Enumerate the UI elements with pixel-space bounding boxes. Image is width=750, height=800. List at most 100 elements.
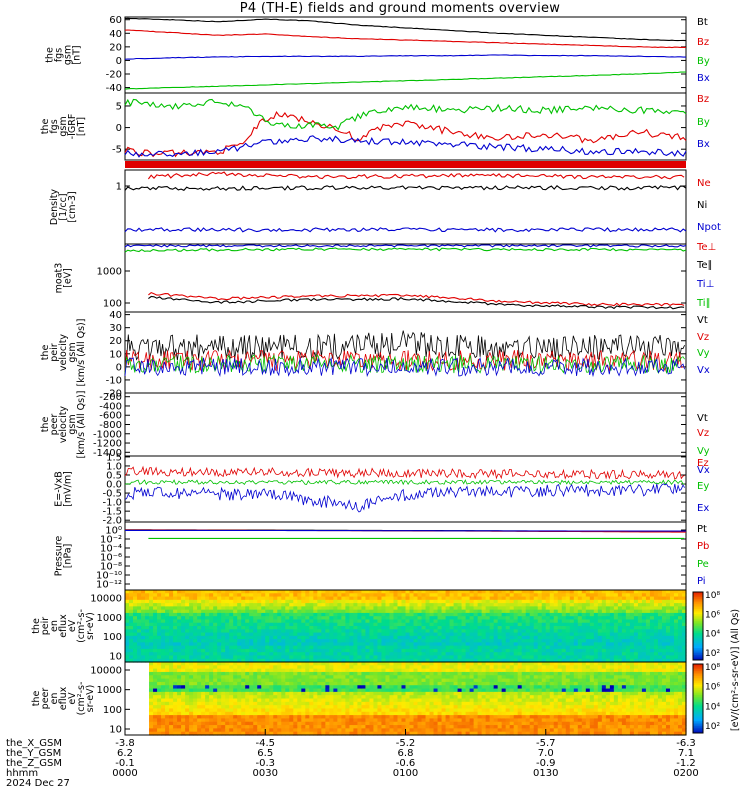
heatmap-cell xyxy=(213,590,218,594)
heatmap-cell xyxy=(261,619,266,624)
heatmap-cell xyxy=(293,652,298,657)
heatmap-cell xyxy=(161,590,166,594)
heatmap-cell xyxy=(169,616,174,621)
heatmap-cell xyxy=(265,619,270,624)
heatmap-cell xyxy=(301,626,306,630)
heatmap-cell xyxy=(141,599,146,604)
heatmap-cell xyxy=(189,648,194,653)
panel-pressure-ytick-10: 10⁻⁸ xyxy=(100,562,122,573)
heatmap-cell xyxy=(309,599,314,604)
heatmap-cell xyxy=(141,639,146,643)
heatmap-cell xyxy=(193,606,198,611)
panel-pressure-ylabel-1: [nPa] xyxy=(63,544,74,569)
heatmap-cell xyxy=(145,596,150,601)
heatmap-cell xyxy=(281,596,286,601)
heatmap-cell xyxy=(125,619,130,624)
heatmap-cell xyxy=(325,609,330,614)
heatmap-cell xyxy=(129,603,134,607)
heatmap-cell xyxy=(197,655,202,660)
heatmap-cell xyxy=(225,616,230,621)
heatmap-cell xyxy=(173,629,178,634)
heatmap-cell xyxy=(289,639,294,643)
heatmap-cell xyxy=(225,596,230,601)
heatmap-cell xyxy=(301,632,306,637)
heatmap-cell xyxy=(133,622,138,627)
heatmap-cell xyxy=(129,599,134,604)
heatmap-cell xyxy=(161,655,166,660)
heatmap-cell xyxy=(141,609,146,614)
heatmap-cell xyxy=(221,652,226,657)
heatmap-cell xyxy=(229,622,234,627)
heatmap-cell xyxy=(233,645,238,650)
heatmap-cell xyxy=(141,655,146,660)
heatmap-cell xyxy=(265,616,270,621)
heatmap-cell xyxy=(213,626,218,630)
heatmap-cell xyxy=(209,626,214,630)
heatmap-cell xyxy=(309,658,314,663)
heatmap-cell xyxy=(193,629,198,634)
heatmap-cell xyxy=(205,632,210,637)
heatmap-cell xyxy=(261,648,266,653)
heatmap-cell xyxy=(209,632,214,637)
heatmap-cell xyxy=(297,616,302,621)
heatmap-cell xyxy=(253,616,258,621)
heatmap-cell xyxy=(253,642,258,647)
heatmap-cell xyxy=(181,599,186,604)
heatmap-cell xyxy=(237,626,242,630)
heatmap-cell xyxy=(245,619,250,624)
heatmap-cell xyxy=(149,655,154,660)
heatmap-cell xyxy=(157,619,162,624)
heatmap-cell xyxy=(209,603,214,607)
heatmap-cell xyxy=(281,603,286,607)
heatmap-cell xyxy=(233,590,238,594)
heatmap-cell xyxy=(197,593,202,598)
panel-pressure-ytick-10: 10⁻⁶ xyxy=(100,553,122,564)
panel-peer-spectrogram-cells xyxy=(149,662,687,736)
heatmap-cell xyxy=(305,603,310,607)
panel-efield-legend-ex: Ex xyxy=(697,503,709,514)
heatmap-cell xyxy=(193,652,198,657)
heatmap-cell xyxy=(141,635,146,640)
heatmap-cell xyxy=(209,619,214,624)
heatmap-cell xyxy=(245,606,250,611)
heatmap-cell xyxy=(125,635,130,640)
heatmap-cell xyxy=(141,629,146,634)
heatmap-cell xyxy=(149,593,154,598)
heatmap-cell xyxy=(277,612,282,617)
panel-peer-velocity-legend-vz: Vz xyxy=(697,428,709,439)
heatmap-cell xyxy=(245,599,250,604)
heatmap-cell xyxy=(257,596,262,601)
heatmap-cell xyxy=(177,658,182,663)
heatmap-cell xyxy=(217,639,222,643)
heatmap-cell xyxy=(237,603,242,607)
heatmap-cell xyxy=(241,655,246,660)
heatmap-cell xyxy=(137,622,142,627)
heatmap-cell xyxy=(221,645,226,650)
heatmap-cell xyxy=(237,648,242,653)
panel-temperature-ytick-100: 100 xyxy=(103,299,122,310)
heatmap-cell xyxy=(233,632,238,637)
heatmap-cell xyxy=(317,622,322,627)
heatmap-cell xyxy=(225,655,230,660)
heatmap-cell xyxy=(209,642,214,647)
heatmap-cell xyxy=(281,606,286,611)
heatmap-cell xyxy=(273,616,278,621)
heatmap-cell xyxy=(293,642,298,647)
heatmap-cell xyxy=(169,619,174,624)
heatmap-cell xyxy=(241,658,246,663)
heatmap-cell xyxy=(185,609,190,614)
heatmap-cell xyxy=(149,642,154,647)
heatmap-cell xyxy=(261,609,266,614)
heatmap-cell xyxy=(133,603,138,607)
heatmap-cell xyxy=(225,590,230,594)
heatmap-cell xyxy=(321,626,326,630)
heatmap-cell xyxy=(317,635,322,640)
panel-peir-spectrogram-ylabel-1: peir xyxy=(40,617,51,636)
heatmap-cell xyxy=(129,590,134,594)
heatmap-cell xyxy=(281,658,286,663)
panel-peir-velocity-ytick-10: 10 xyxy=(109,349,122,360)
heatmap-cell xyxy=(229,658,234,663)
heatmap-cell xyxy=(265,603,270,607)
heatmap-cell xyxy=(253,629,258,634)
heatmap-cell xyxy=(297,596,302,601)
